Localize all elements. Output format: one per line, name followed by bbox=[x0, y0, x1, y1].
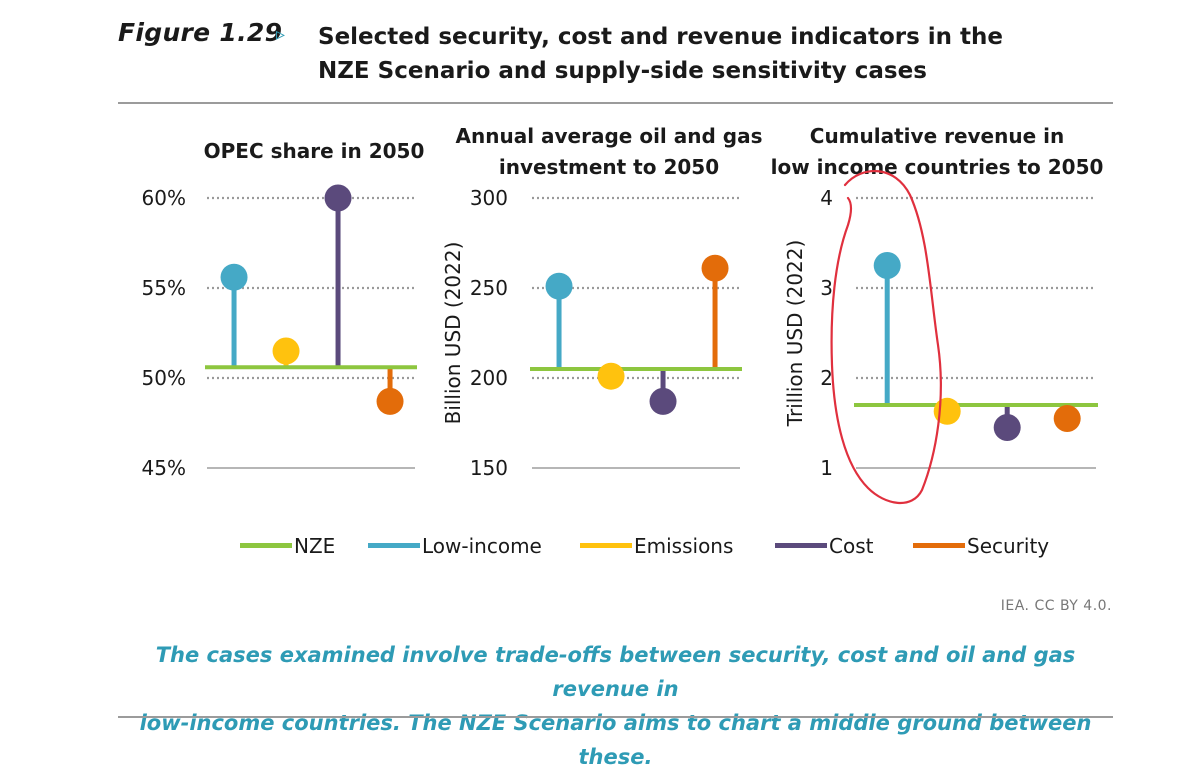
legend-label-cost: Cost bbox=[829, 534, 874, 558]
marker-low-income bbox=[220, 263, 248, 291]
legend-item-low-income: Low-income bbox=[368, 534, 542, 558]
chart-panel-1: OPEC share in 2050 45% 50% 55% 60% bbox=[142, 139, 425, 480]
marker-cost bbox=[324, 184, 352, 212]
chart-title-line: investment to 2050 bbox=[499, 155, 719, 179]
figure-caption: The cases examined involve trade-offs be… bbox=[118, 638, 1113, 774]
legend-label-security: Security bbox=[967, 534, 1050, 558]
figure-title-line-1: Selected security, cost and revenue indi… bbox=[318, 24, 1004, 50]
marker-emissions bbox=[272, 337, 300, 365]
legend-item-nze: NZE bbox=[240, 534, 335, 558]
legend-item-cost: Cost bbox=[775, 534, 873, 558]
chart-panel-2: Annual average oil and gas investment to … bbox=[441, 124, 762, 480]
legend-swatch-security bbox=[913, 543, 965, 548]
legend-label-low-income: Low-income bbox=[422, 534, 542, 558]
credit-text: IEA. CC BY 4.0. bbox=[1000, 598, 1112, 614]
legend-swatch-low-income bbox=[368, 543, 420, 548]
y-tick-label: 300 bbox=[470, 186, 508, 210]
marker-security bbox=[1053, 405, 1081, 432]
chart-panel-3: Cumulative revenue in low income countrie… bbox=[771, 124, 1104, 480]
legend-swatch-emissions bbox=[580, 543, 632, 548]
y-tick-label: 50% bbox=[142, 366, 186, 390]
y-tick-label: 2 bbox=[820, 366, 833, 390]
legend-label-emissions: Emissions bbox=[634, 534, 734, 558]
legend-label-nze: NZE bbox=[294, 534, 336, 558]
marker-cost bbox=[649, 387, 677, 415]
legend-swatch-nze bbox=[240, 543, 292, 548]
y-axis-label: Trillion USD (2022) bbox=[783, 240, 807, 428]
marker-security bbox=[376, 387, 404, 415]
marker-low-income bbox=[545, 272, 573, 300]
y-tick-label: 4 bbox=[820, 186, 833, 210]
chart-title-line: Annual average oil and gas bbox=[456, 124, 763, 148]
y-axis-label: Billion USD (2022) bbox=[441, 242, 465, 425]
figure-title: Selected security, cost and revenue indi… bbox=[318, 20, 1038, 88]
legend-item-emissions: Emissions bbox=[580, 534, 733, 558]
y-tick-label: 45% bbox=[142, 456, 186, 480]
charts-area: OPEC share in 2050 45% 50% 55% 60% Annual ave… bbox=[142, 124, 1104, 505]
marker-security bbox=[701, 254, 729, 282]
y-tick-label: 55% bbox=[142, 276, 186, 300]
top-divider bbox=[118, 102, 1113, 104]
legend-swatch-cost bbox=[775, 543, 827, 548]
y-tick-label: 1 bbox=[820, 456, 833, 480]
chart-title-line: Cumulative revenue in bbox=[810, 124, 1064, 148]
caption-line-1: The cases examined involve trade-offs be… bbox=[155, 643, 1076, 701]
marker-low-income bbox=[873, 252, 901, 279]
y-tick-label: 60% bbox=[142, 186, 186, 210]
figure-title-line-2: NZE Scenario and supply-side sensitivity… bbox=[318, 58, 927, 84]
chart-title-line: low income countries to 2050 bbox=[771, 155, 1104, 179]
figure-label: Figure 1.29 bbox=[118, 18, 283, 47]
hand-drawn-annotation-circle bbox=[830, 170, 942, 505]
y-tick-label: 200 bbox=[470, 366, 508, 390]
marker-emissions bbox=[597, 362, 625, 390]
chart-title-line: OPEC share in 2050 bbox=[204, 139, 425, 163]
y-tick-label: 3 bbox=[820, 276, 833, 300]
y-tick-label: 150 bbox=[470, 456, 508, 480]
y-tick-label: 250 bbox=[470, 276, 508, 300]
bottom-divider bbox=[118, 716, 1113, 718]
marker-cost bbox=[993, 414, 1021, 441]
legend-item-security: Security bbox=[913, 534, 1049, 558]
legend: NZE Low-income Emissions Cost Security bbox=[240, 534, 1100, 560]
figure-arrow-icon: ▹ bbox=[276, 24, 286, 44]
